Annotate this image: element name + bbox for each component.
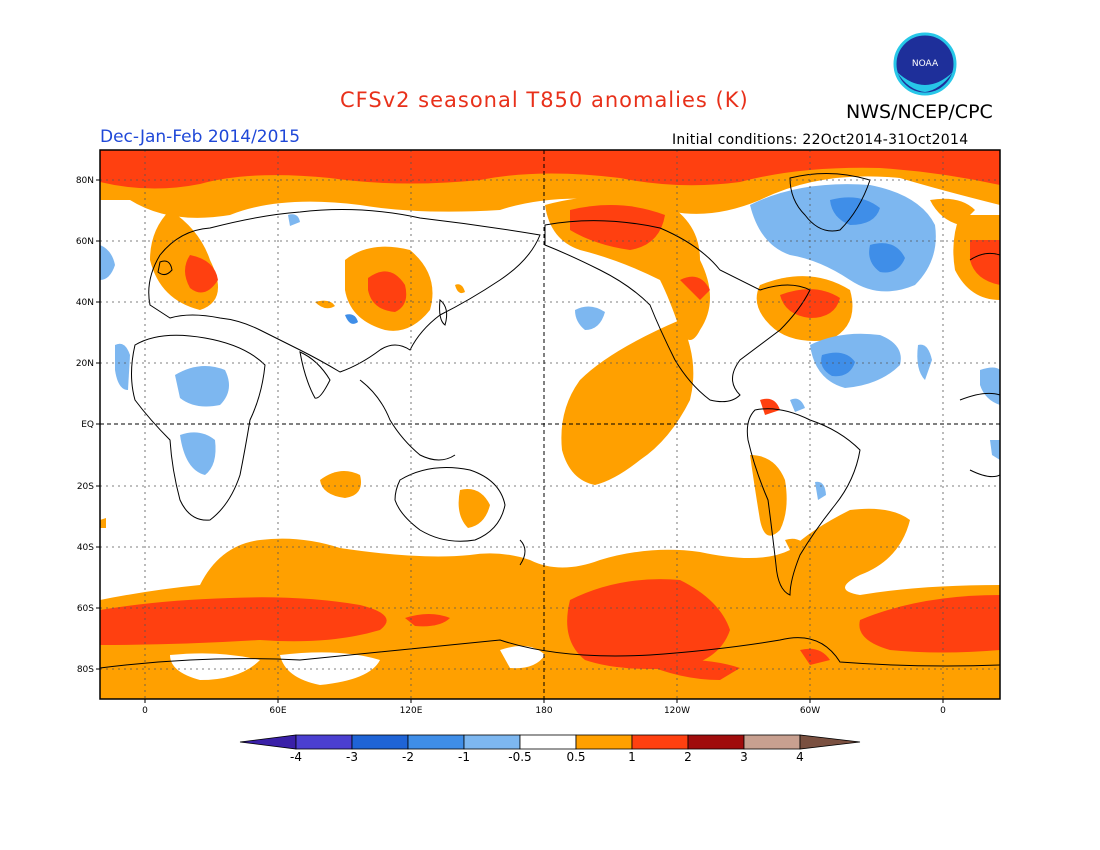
colorbar-right-arrow bbox=[799, 734, 861, 750]
colorbar-label: 3 bbox=[740, 750, 748, 764]
lat-tick: EQ bbox=[81, 420, 94, 430]
graticule bbox=[100, 150, 1000, 699]
anomaly-region-cool bbox=[100, 184, 1000, 500]
map-title: CFSv2 seasonal T850 anomalies (K) bbox=[340, 88, 749, 112]
colorbar-cell bbox=[687, 734, 745, 750]
colorbar-cell bbox=[295, 734, 353, 750]
colorbar-cell bbox=[743, 734, 801, 750]
lat-tick: 80N bbox=[76, 176, 94, 186]
noaa-logo-icon: NOAA bbox=[893, 32, 957, 96]
colorbar-label: 2 bbox=[684, 750, 692, 764]
colorbar-cell bbox=[351, 734, 409, 750]
colorbar-cell bbox=[407, 734, 465, 750]
colorbar-left-arrow bbox=[239, 734, 297, 750]
anomaly-region-misc-warm bbox=[100, 398, 810, 560]
colorbar-cell bbox=[631, 734, 689, 750]
colorbar-label: -3 bbox=[346, 750, 358, 764]
lon-tick: 0 bbox=[940, 706, 946, 716]
lat-tick: 20S bbox=[77, 482, 94, 492]
colorbar-label: 1 bbox=[628, 750, 636, 764]
lon-tick: 60W bbox=[800, 706, 820, 716]
lat-tick-marks bbox=[96, 179, 100, 670]
anomaly-region-arctic bbox=[100, 150, 1000, 310]
lon-tick: 60E bbox=[269, 706, 286, 716]
lat-tick: 60S bbox=[77, 604, 94, 614]
colorbar-label: 4 bbox=[796, 750, 804, 764]
lat-tick: 60N bbox=[76, 237, 94, 247]
lat-axis: 80N 60N 40N 20N EQ 20S 40S 60S 80S bbox=[76, 176, 94, 675]
colorbar-label: -2 bbox=[402, 750, 414, 764]
anomaly-region-pacific bbox=[561, 320, 694, 485]
coastlines bbox=[100, 173, 1000, 669]
lon-tick: 0 bbox=[142, 706, 148, 716]
colorbar-labels: -4 -3 -2 -1 -0.5 0.5 1 2 3 4 bbox=[290, 750, 804, 764]
lon-tick: 120W bbox=[664, 706, 690, 716]
colorbar-label: -1 bbox=[458, 750, 470, 764]
agency-label: NWS/NCEP/CPC bbox=[846, 101, 993, 123]
lon-tick-marks bbox=[144, 699, 944, 703]
colorbar-label: 0.5 bbox=[566, 750, 585, 764]
colorbar: -4 -3 -2 -1 -0.5 0.5 1 2 3 4 bbox=[239, 734, 861, 764]
season-label: Dec-Jan-Feb 2014/2015 bbox=[100, 127, 301, 147]
lat-tick: 80S bbox=[77, 665, 94, 675]
colorbar-label: -4 bbox=[290, 750, 302, 764]
noaa-logo-text: NOAA bbox=[912, 59, 939, 69]
lat-tick: 40N bbox=[76, 298, 94, 308]
colorbar-cell bbox=[575, 734, 633, 750]
map-field bbox=[100, 150, 1000, 699]
lon-tick: 180 bbox=[535, 706, 552, 716]
colorbar-cell bbox=[519, 734, 577, 750]
equator-dateline bbox=[100, 150, 1000, 699]
colorbar-label: -0.5 bbox=[508, 750, 531, 764]
colorbar-cells bbox=[295, 734, 801, 750]
initial-conditions-label: Initial conditions: 22Oct2014-31Oct2014 bbox=[672, 132, 969, 148]
lat-tick: 20N bbox=[76, 359, 94, 369]
lon-axis: 0 60E 120E 180 120W 60W 0 bbox=[142, 706, 946, 716]
lat-tick: 40S bbox=[77, 543, 94, 553]
lon-tick: 120E bbox=[400, 706, 423, 716]
colorbar-cell bbox=[463, 734, 521, 750]
